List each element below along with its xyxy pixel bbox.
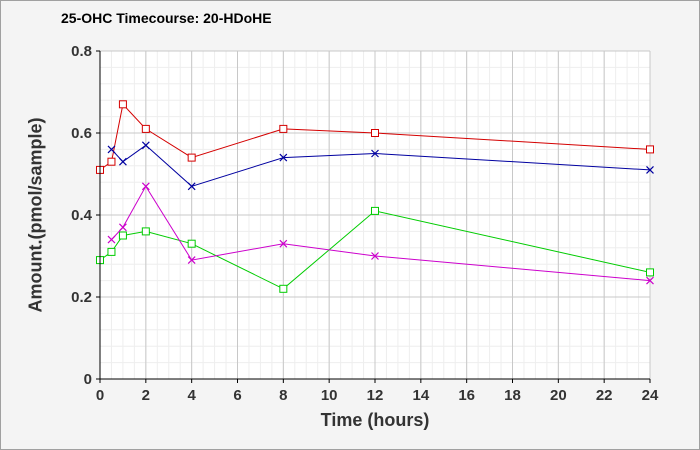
x-tick-label: 24 bbox=[642, 387, 659, 404]
data-point bbox=[279, 239, 288, 248]
x-tick-label: 16 bbox=[458, 387, 475, 404]
series-3 bbox=[96, 206, 654, 293]
y-tick-label: 0.8 bbox=[71, 43, 92, 60]
data-point bbox=[141, 227, 150, 236]
data-point bbox=[646, 276, 654, 285]
data-point bbox=[279, 124, 288, 133]
data-point bbox=[107, 145, 116, 154]
x-tick-label: 18 bbox=[504, 387, 521, 404]
y-tick-label: 0.2 bbox=[71, 289, 92, 306]
data-point bbox=[371, 149, 379, 158]
data-point bbox=[646, 268, 654, 277]
data-point bbox=[107, 235, 116, 244]
data-point bbox=[107, 247, 116, 256]
data-point bbox=[646, 165, 654, 174]
x-tick-label: 4 bbox=[187, 387, 196, 404]
data-point bbox=[107, 157, 116, 166]
data-point bbox=[371, 206, 379, 215]
x-tick-label: 8 bbox=[279, 387, 287, 404]
data-point bbox=[187, 256, 196, 265]
data-point bbox=[187, 239, 196, 248]
y-tick-label: 0.6 bbox=[71, 125, 92, 142]
x-tick-label: 2 bbox=[142, 387, 150, 404]
data-point bbox=[279, 284, 288, 293]
data-point bbox=[141, 124, 150, 133]
x-tick-label: 6 bbox=[233, 387, 241, 404]
series-2 bbox=[107, 141, 654, 191]
data-point bbox=[118, 223, 127, 232]
x-axis-label: Time (hours) bbox=[321, 410, 430, 430]
data-point bbox=[187, 182, 196, 191]
y-tick-label: 0 bbox=[84, 371, 92, 388]
data-point bbox=[141, 182, 150, 191]
data-point bbox=[118, 231, 127, 240]
data-point bbox=[187, 153, 196, 162]
data-point bbox=[118, 157, 127, 166]
data-point bbox=[646, 145, 654, 154]
x-tick-label: 14 bbox=[412, 387, 429, 404]
x-tick-label: 22 bbox=[596, 387, 613, 404]
y-tick-label: 0.4 bbox=[71, 207, 93, 224]
x-tick-label: 10 bbox=[321, 387, 338, 404]
chart-title: 25-OHC Timecourse: 20-HDoHE bbox=[61, 10, 272, 26]
x-tick-label: 20 bbox=[550, 387, 567, 404]
data-point bbox=[371, 129, 379, 137]
x-tick-label: 0 bbox=[96, 387, 104, 404]
series-4 bbox=[107, 182, 654, 285]
data-point bbox=[141, 141, 150, 150]
x-tick-label: 12 bbox=[367, 387, 384, 404]
data-point bbox=[371, 252, 379, 260]
data-point bbox=[279, 153, 288, 162]
y-axis-label: Amount.(pmol/sample) bbox=[25, 117, 45, 312]
data-point bbox=[118, 100, 127, 109]
